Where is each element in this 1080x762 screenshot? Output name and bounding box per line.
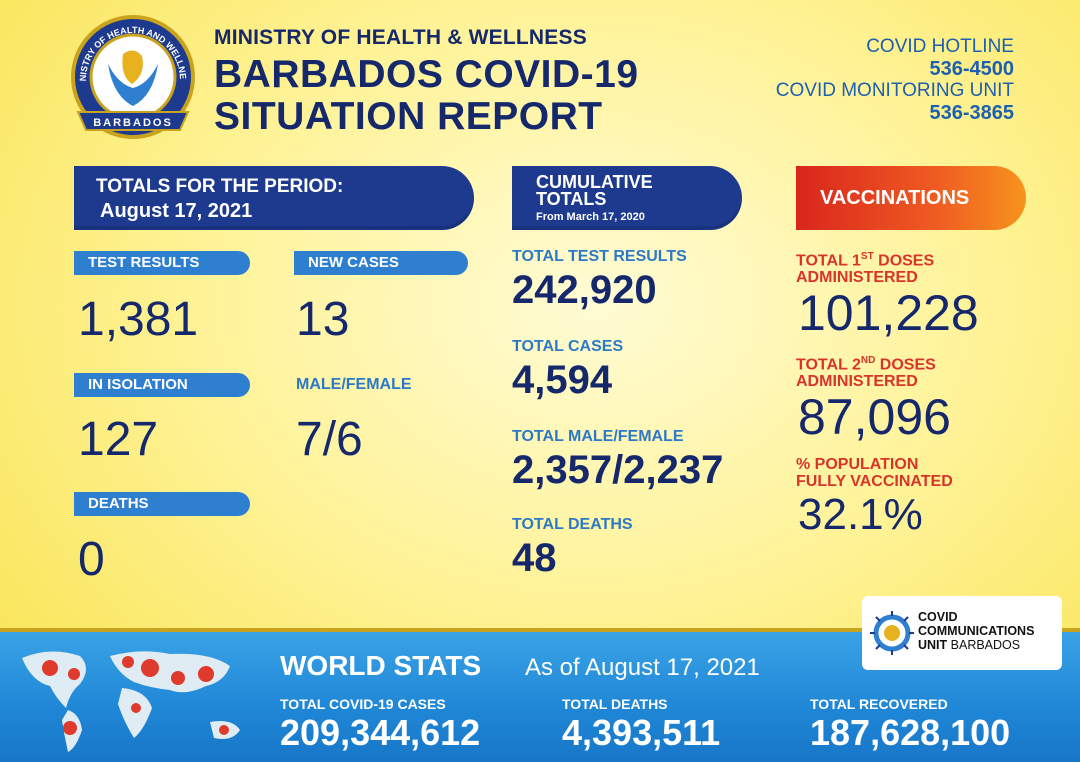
first-doses-label-a: TOTAL 1 [796,252,861,270]
world-stats-date: As of August 17, 2021 [525,654,760,681]
ccu-logo: COVID COMMUNICATIONS UNIT BARBADOS [862,596,1062,670]
hotline-label: COVID HOTLINE [866,36,1014,57]
cumulative-banner: CUMULATIVE TOTALS From March 17, 2020 [512,166,742,230]
test-results-value: 1,381 [78,293,199,346]
test-results-label: TEST RESULTS [74,251,250,275]
title-line-2: SITUATION REPORT [214,95,603,138]
world-cases-value: 209,344,612 [280,712,481,753]
pct-vaccinated-value: 32.1% [798,490,923,539]
total-tests-value: 242,920 [512,268,657,312]
hotline-number: 536-4500 [929,58,1014,80]
second-doses-label: TOTAL 2ND DOSES ADMINISTERED [796,352,936,390]
total-tests-label: TOTAL TEST RESULTS [512,248,687,265]
pct-label-a: % POPULATION [796,456,919,473]
total-mf-value: 2,357/2,237 [512,448,724,492]
isolation-label: IN ISOLATION [74,373,250,397]
new-cases-value: 13 [296,293,350,346]
ccu-line-2: COMMUNICATIONS [918,624,1035,638]
second-doses-label-c: ADMINISTERED [796,373,918,391]
total-deaths-label: TOTAL DEATHS [512,516,633,533]
second-doses-value: 87,096 [798,389,951,445]
deaths-label: DEATHS [74,492,250,516]
contact-block: COVID HOTLINE 536-4500 COVID MONITORING … [776,36,1014,124]
period-date: August 17, 2021 [100,200,253,222]
world-cases-label: TOTAL COVID-19 CASES [280,696,446,712]
first-doses-label-sup: ST [860,251,874,262]
title-line-1: BARBADOS COVID-19 [214,53,639,96]
first-doses-label-b: DOSES [873,252,935,270]
period-banner: TOTALS FOR THE PERIOD: August 17, 2021 [74,166,474,230]
ccu-line-1: COVID [918,610,958,624]
second-doses-label-b: DOSES [875,356,936,374]
ministry-name: MINISTRY OF HEALTH & WELLNESS [214,26,587,49]
period-heading: TOTALS FOR THE PERIOD: [96,176,344,197]
world-deaths-value: 4,393,511 [562,712,721,753]
male-female-value: 7/6 [296,413,363,466]
world-deaths-label: TOTAL DEATHS [562,696,668,712]
report-title: BARBADOS COVID-19 SITUATION REPORT [214,54,639,138]
cumulative-heading-2: TOTALS [536,189,607,209]
world-map-graphic [22,651,240,752]
world-recovered-value: 187,628,100 [810,712,1011,753]
pct-label-b: FULLY VACCINATED [796,473,953,490]
monitoring-label: COVID MONITORING UNIT [775,80,1014,101]
logo-text-bottom: BARBADOS [93,117,173,129]
deaths-value: 0 [78,533,105,586]
cumulative-heading-1: CUMULATIVE [536,172,653,192]
total-mf-label: TOTAL MALE/FEMALE [512,428,684,445]
total-cases-value: 4,594 [512,358,613,402]
vaccinations-banner: VACCINATIONS [796,166,1026,230]
first-doses-value: 101,228 [798,285,979,341]
second-doses-label-a: TOTAL 2 [796,356,861,374]
monitoring-number: 536-3865 [929,102,1014,124]
male-female-label: MALE/FEMALE [296,376,412,393]
virus-icon [870,611,914,655]
first-doses-label: TOTAL 1ST DOSES ADMINISTERED [796,248,934,286]
ministry-logo: MINISTRY OF HEALTH AND WELLNESS BARBADOS [64,6,198,140]
cumulative-since: From March 17, 2020 [536,211,645,223]
pct-vaccinated-label: % POPULATION FULLY VACCINATED [796,456,953,490]
ccu-line-3a: UNIT [918,638,948,652]
isolation-value: 127 [78,413,159,466]
new-cases-label: NEW CASES [294,251,468,275]
second-doses-label-sup: ND [860,355,876,366]
total-deaths-value: 48 [512,536,557,580]
first-doses-label-c: ADMINISTERED [796,269,918,287]
ccu-line-3b: BARBADOS [947,638,1021,652]
world-recovered-label: TOTAL RECOVERED [810,696,948,712]
world-stats-title: WORLD STATS [280,650,482,681]
ccu-text: COVID COMMUNICATIONS UNIT BARBADOS [918,610,1034,652]
total-cases-label: TOTAL CASES [512,338,624,355]
